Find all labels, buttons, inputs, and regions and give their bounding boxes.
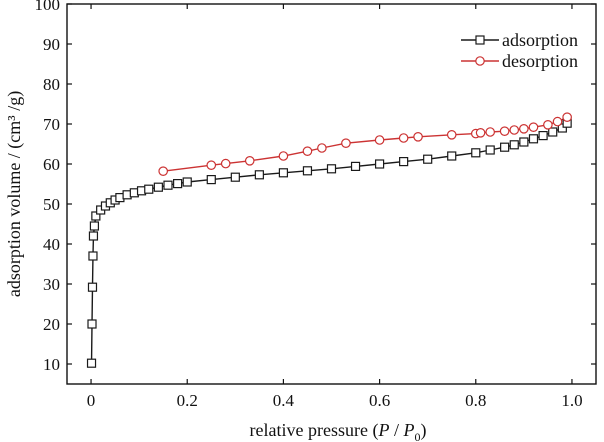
adsorption-line xyxy=(90,122,568,364)
adsorption-point xyxy=(500,142,510,152)
x-tick-label: 0 xyxy=(87,391,96,410)
adsorption-point xyxy=(302,166,313,176)
adsorption-point xyxy=(88,231,99,241)
y-tick-label: 90 xyxy=(43,35,60,54)
desorption-point xyxy=(552,116,563,127)
desorption-point xyxy=(278,151,289,161)
adsorption-point xyxy=(254,170,264,180)
y-tick-label: 100 xyxy=(35,0,61,14)
adsorption-point xyxy=(173,179,183,189)
axis-ticks: 0 0.2 0.4 0.6 0.8 1.0 10 20 30 40 50 60 70 80 90 100 xyxy=(35,0,596,410)
desorption-point xyxy=(374,135,385,145)
desorption-point xyxy=(413,132,423,142)
y-tick-label: 30 xyxy=(43,275,60,294)
x-tick-label: 0.8 xyxy=(465,391,486,410)
series-lines xyxy=(90,116,568,364)
adsorption-point xyxy=(374,159,385,169)
adsorption-point xyxy=(326,164,337,174)
adsorption-point xyxy=(206,175,216,185)
adsorption-point xyxy=(519,137,529,147)
legend-item-adsorption: adsorption xyxy=(461,30,578,50)
x-tick-label: 0.6 xyxy=(369,391,390,410)
y-axis-title: adsorption volume / (cm³ /g) xyxy=(4,91,25,297)
legend-desorption-marker xyxy=(475,56,485,66)
adsorption-point xyxy=(350,161,361,171)
adsorption-point xyxy=(557,123,567,133)
desorption-point xyxy=(341,138,351,148)
adsorption-point xyxy=(163,180,173,190)
adsorption-point xyxy=(471,148,481,158)
adsorption-point xyxy=(423,154,433,164)
adsorption-point xyxy=(89,221,100,231)
desorption-point xyxy=(499,126,510,136)
desorption-point xyxy=(244,156,255,166)
adsorption-point xyxy=(87,282,98,292)
desorption-point xyxy=(317,143,327,153)
legend-desorption-label: desorption xyxy=(502,51,578,71)
adsorption-point xyxy=(485,145,495,155)
adsorption-point xyxy=(278,168,289,178)
adsorption-point xyxy=(86,358,97,368)
legend-item-desorption: desorption xyxy=(461,51,578,71)
desorption-point xyxy=(485,127,495,137)
adsorption-point xyxy=(153,182,163,192)
desorption-point xyxy=(528,122,539,132)
y-tick-label: 10 xyxy=(43,355,60,374)
adsorption-point xyxy=(538,131,548,141)
adsorption-point xyxy=(447,151,457,161)
adsorption-point xyxy=(87,319,97,329)
adsorption-point xyxy=(528,134,539,144)
x-axis-title: relative pressure (P / P0) xyxy=(250,420,427,442)
desorption-point xyxy=(158,166,168,176)
x-tick-label: 1.0 xyxy=(561,391,582,410)
legend: adsorption desorption xyxy=(461,30,578,71)
adsorption-point xyxy=(144,184,154,194)
desorption-point xyxy=(220,158,231,169)
desorption-point xyxy=(446,130,457,140)
desorption-point xyxy=(398,133,409,143)
desorption-point xyxy=(509,125,520,135)
adsorption-point xyxy=(91,211,101,221)
legend-adsorption-marker xyxy=(475,35,485,45)
desorption-point xyxy=(543,120,553,130)
adsorption-point xyxy=(88,251,98,261)
desorption-point xyxy=(475,128,486,138)
desorption-point xyxy=(206,160,217,170)
x-tick-label: 0.2 xyxy=(177,391,198,410)
y-tick-label: 70 xyxy=(43,115,60,134)
plot-frame xyxy=(66,3,597,385)
y-tick-label: 40 xyxy=(43,235,60,254)
desorption-point xyxy=(519,124,529,134)
adsorption-point xyxy=(548,127,558,137)
desorption-line xyxy=(163,116,568,172)
legend-adsorption-label: adsorption xyxy=(502,30,578,50)
y-tick-label: 80 xyxy=(43,75,60,94)
adsorption-point xyxy=(230,172,240,182)
adsorption-point xyxy=(509,140,519,150)
x-tick-label: 0.4 xyxy=(273,391,295,410)
desorption-point xyxy=(302,146,313,156)
adsorption-point xyxy=(399,157,409,167)
desorption-point xyxy=(562,112,572,122)
y-tick-label: 50 xyxy=(43,195,60,214)
series-markers xyxy=(86,112,572,368)
adsorption-point xyxy=(182,177,192,187)
y-tick-label: 20 xyxy=(43,315,60,334)
y-tick-label: 60 xyxy=(43,155,60,174)
